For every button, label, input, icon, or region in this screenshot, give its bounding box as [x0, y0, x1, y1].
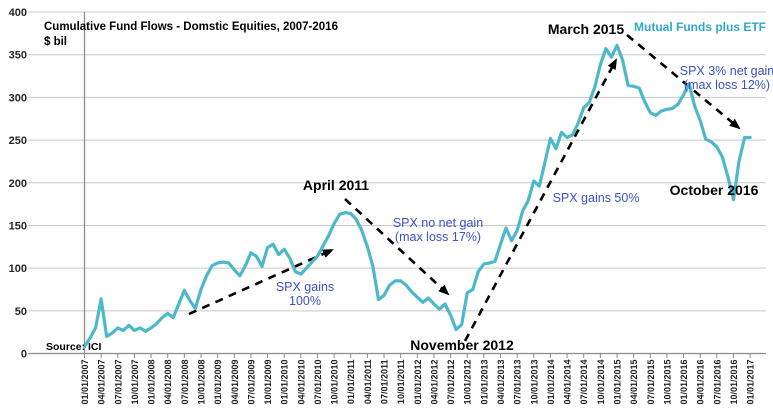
annotation-april-2011: April 2011: [302, 177, 370, 193]
annotation-march-2015: March 2015: [547, 21, 625, 37]
x-axis-tick-label: 10/01/2010: [330, 360, 340, 405]
y-axis-tick-label: 200: [9, 178, 27, 190]
annotation-line: (max loss 12%): [683, 78, 771, 92]
x-axis-tick-label: 10/01/2012: [463, 359, 473, 404]
x-axis-tick-label: 01/01/2009: [213, 360, 223, 405]
trend-line-4: [626, 33, 741, 130]
x-axis-tick-label: 04/01/2014: [563, 360, 573, 405]
x-axis-tick-label: 01/01/2016: [679, 360, 689, 405]
y-axis-tick-label: 400: [9, 7, 27, 19]
annotation-spx-3-net-gain: SPX 3% net gain (max loss 12%): [680, 64, 773, 92]
y-axis-tick-label: 100: [9, 263, 27, 275]
y-axis-tick-label: 0: [21, 349, 27, 361]
series-legend-label: Mutual Funds plus ETF: [634, 20, 766, 34]
x-axis-tick-label: 01/01/2010: [280, 360, 290, 405]
x-axis-tick-label: 01/01/2007: [80, 360, 90, 405]
fund-flows-line: [82, 43, 752, 349]
annotation-october-2016: October 2016: [669, 182, 759, 198]
x-axis-tick-label: 01/01/2008: [147, 360, 157, 405]
x-axis-tick-label: 07/01/2014: [579, 360, 589, 405]
x-axis-tick-label: 07/01/2011: [380, 360, 390, 405]
x-axis-tick-label: 07/01/2012: [446, 360, 456, 405]
annotation-spx-no-net-gain: SPX no net gain (max loss 17%): [393, 216, 483, 244]
x-axis-tick-label: 07/01/2009: [246, 360, 256, 405]
x-axis-tick-label: 07/01/2008: [180, 360, 190, 405]
annotation-spx-gains-100: SPX gains 100%: [276, 280, 334, 308]
x-axis-tick-label: 10/01/2013: [529, 360, 539, 405]
chart-units-label: $ bil: [44, 36, 68, 48]
x-axis-tick-label: 10/01/2015: [662, 360, 672, 405]
x-axis-tick-label: 07/01/2013: [513, 360, 523, 405]
annotation-line: SPX no net gain: [392, 216, 484, 230]
x-axis-tick-label: 07/01/2010: [313, 360, 323, 405]
x-axis-tick-label: 07/01/2007: [113, 360, 123, 405]
x-axis-tick-label: 01/01/2014: [546, 360, 556, 405]
x-axis-tick-label: 04/01/2008: [163, 360, 173, 405]
source-label: Source: ICI: [46, 341, 102, 353]
x-axis-tick-label: 01/01/2017: [746, 360, 756, 405]
annotation-spx-gains-50: SPX gains 50%: [552, 191, 640, 205]
x-axis-tick-label: 04/01/2013: [496, 360, 506, 405]
x-axis-tick-label: 04/01/2007: [97, 360, 107, 405]
x-axis-tick-label: 01/01/2012: [413, 360, 423, 405]
trend-line-1: [188, 248, 334, 316]
x-axis-tick-label: 10/01/2016: [729, 360, 739, 405]
y-axis-tick-label: 350: [9, 50, 27, 62]
x-axis-tick-label: 07/01/2016: [712, 360, 722, 405]
x-axis-tick-label: 01/01/2011: [346, 360, 356, 405]
annotation-november-2012: November 2012: [410, 337, 514, 353]
x-axis-tick-label: 10/01/2008: [196, 360, 206, 405]
annotation-line: 100%: [289, 294, 321, 308]
x-axis-tick-label: 01/01/2013: [479, 360, 489, 405]
annotation-line: SPX 3% net gain: [679, 64, 773, 78]
x-axis-tick-label: 04/01/2012: [429, 360, 439, 405]
annotation-line: SPX gains: [275, 280, 335, 294]
x-axis-tick-label: 04/01/2009: [230, 360, 240, 405]
x-axis-tick-label: 04/01/2016: [696, 360, 706, 405]
x-axis-tick-label: 10/01/2011: [396, 360, 406, 405]
trend-line-3: [463, 58, 618, 342]
trend-line-2: [344, 198, 450, 296]
y-axis-tick-label: 300: [9, 92, 27, 104]
x-axis-tick-label: 04/01/2011: [363, 360, 373, 405]
x-axis-tick-label: 01/01/2015: [612, 360, 622, 405]
annotation-line: (max loss 17%): [394, 230, 482, 244]
x-axis-tick-label: 10/01/2014: [596, 360, 606, 405]
y-axis-tick-label: 250: [9, 135, 27, 147]
x-axis-tick-label: 04/01/2010: [296, 360, 306, 405]
x-axis-tick-label: 10/01/2009: [263, 360, 273, 405]
x-axis-tick-label: 07/01/2015: [646, 360, 656, 405]
x-axis-tick-label: 04/01/2015: [629, 360, 639, 405]
y-axis-tick-label: 150: [9, 220, 27, 232]
x-axis-tick-label: 10/01/2007: [130, 360, 140, 405]
chart-title: Cumulative Fund Flows - Domstic Equities…: [44, 21, 338, 33]
y-axis-tick-label: 50: [15, 306, 27, 318]
